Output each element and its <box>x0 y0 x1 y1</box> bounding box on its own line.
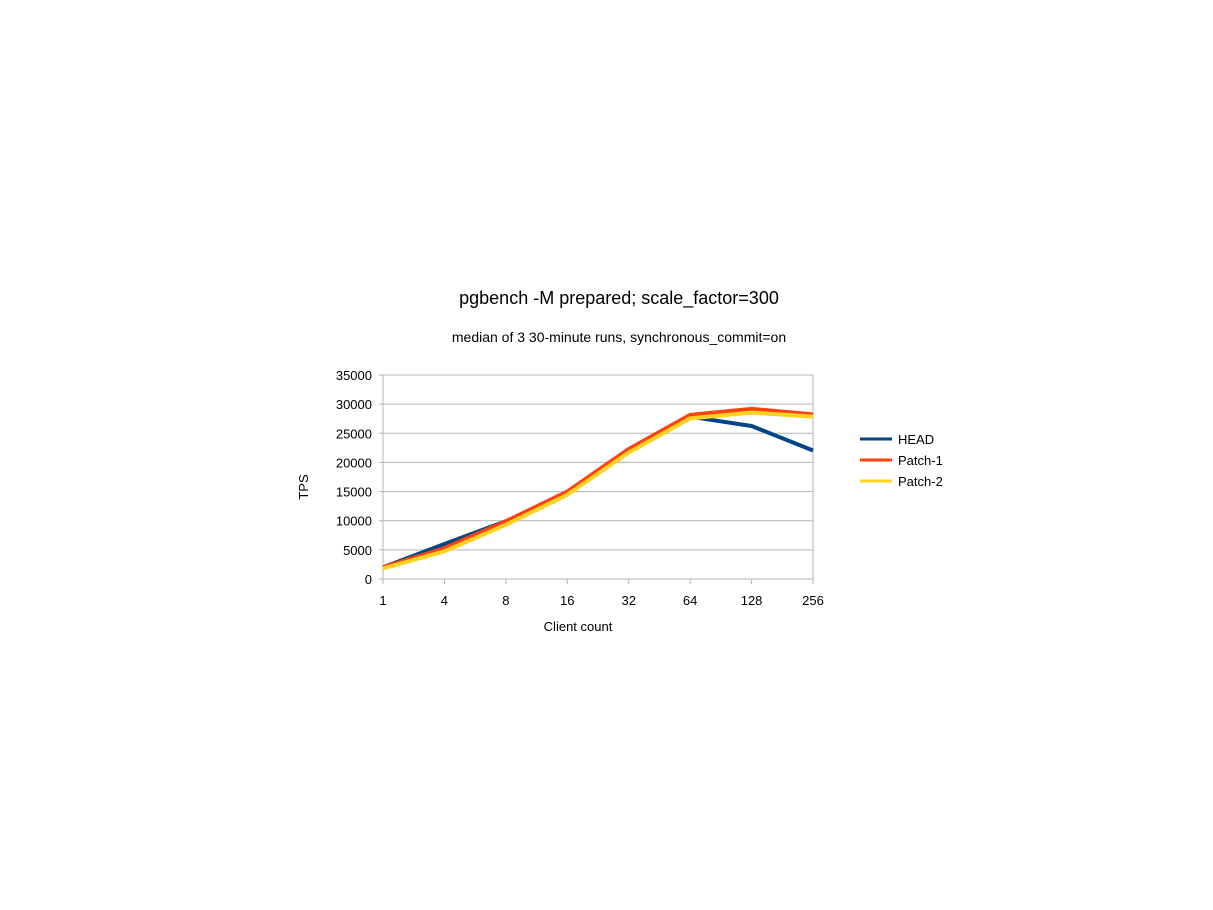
y-tick-label: 25000 <box>336 426 372 441</box>
x-tick-label: 128 <box>741 593 763 608</box>
grid <box>382 374 814 580</box>
legend-label: Patch-1 <box>898 453 943 468</box>
y-tick-label: 20000 <box>336 455 372 470</box>
x-axis: 1 4 8 16 32 64 128 256 <box>379 579 824 608</box>
series-line-patch-2 <box>382 410 814 571</box>
x-tick-label: 256 <box>802 593 824 608</box>
y-axis: 0 5000 10000 15000 20000 25000 30000 35000 <box>336 368 383 587</box>
y-tick-label: 15000 <box>336 485 372 500</box>
x-tick-label: 32 <box>621 593 635 608</box>
y-tick-label: 0 <box>365 572 372 587</box>
legend-label: HEAD <box>898 432 934 447</box>
x-axis-label: Client count <box>544 619 613 634</box>
y-tick-label: 5000 <box>343 543 372 558</box>
series-lines <box>382 406 814 571</box>
y-axis-label: TPS <box>296 474 311 500</box>
legend: HEAD Patch-1 Patch-2 <box>860 432 943 489</box>
y-tick-label: 35000 <box>336 368 372 383</box>
x-tick-label: 16 <box>560 593 574 608</box>
chart-title: pgbench -M prepared; scale_factor=300 <box>459 288 779 309</box>
x-tick-label: 64 <box>683 593 697 608</box>
y-tick-label: 10000 <box>336 514 372 529</box>
x-tick-label: 8 <box>502 593 509 608</box>
x-tick-label: 1 <box>379 593 386 608</box>
y-tick-label: 30000 <box>336 397 372 412</box>
chart-subtitle: median of 3 30-minute runs, synchronous_… <box>452 329 786 345</box>
series-line-patch-1 <box>382 406 814 570</box>
legend-label: Patch-2 <box>898 474 943 489</box>
x-tick-label: 4 <box>441 593 448 608</box>
